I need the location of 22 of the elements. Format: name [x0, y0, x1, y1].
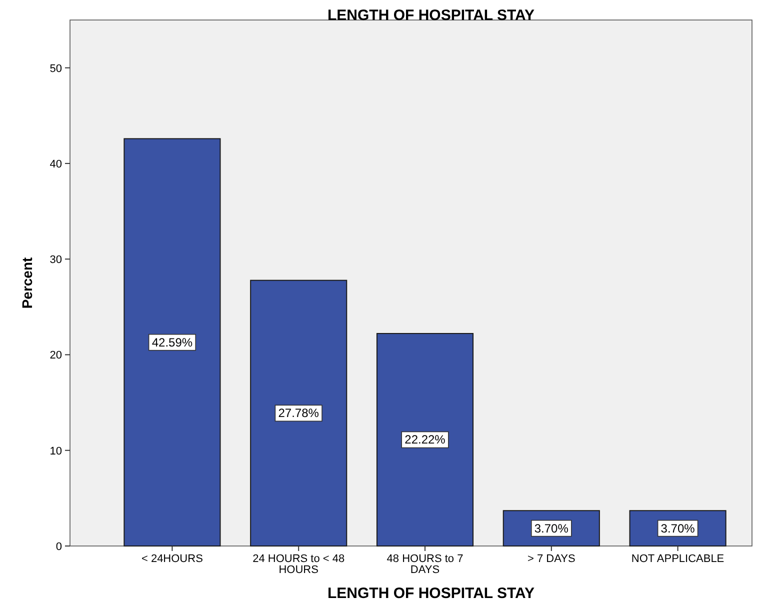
- bar: [250, 280, 348, 546]
- data-label: 3.70%: [660, 521, 696, 536]
- bar: [376, 332, 474, 546]
- bar: [124, 138, 221, 546]
- y-tick-label: 40: [50, 158, 62, 170]
- data-label: 22.22%: [404, 432, 446, 447]
- x-tick-label: 24 HOURS to < 48 HOURS: [252, 553, 345, 576]
- data-label: 42.59%: [152, 335, 193, 350]
- x-tick-label: 48 HOURS to 7 DAYS: [386, 553, 464, 576]
- y-axis-title: Percent: [19, 256, 35, 309]
- y-tick-label: 20: [50, 350, 62, 362]
- data-label: 3.70%: [534, 521, 569, 536]
- y-tick-label: 50: [50, 62, 62, 75]
- chart-title: LENGTH OF HOSPITAL STAY: [328, 7, 534, 24]
- data-label: 27.78%: [278, 406, 320, 420]
- x-axis-title: LENGTH OF HOSPITAL STAY: [328, 585, 534, 602]
- x-tick-label: < 24HOURS: [141, 553, 203, 565]
- y-tick-label: 10: [50, 445, 62, 458]
- y-tick-label: 30: [50, 254, 62, 266]
- x-tick-label: > 7 DAYS: [528, 553, 576, 565]
- y-tick-label: 0: [56, 541, 62, 553]
- x-tick-label: NOT APPLICABLE: [631, 553, 724, 565]
